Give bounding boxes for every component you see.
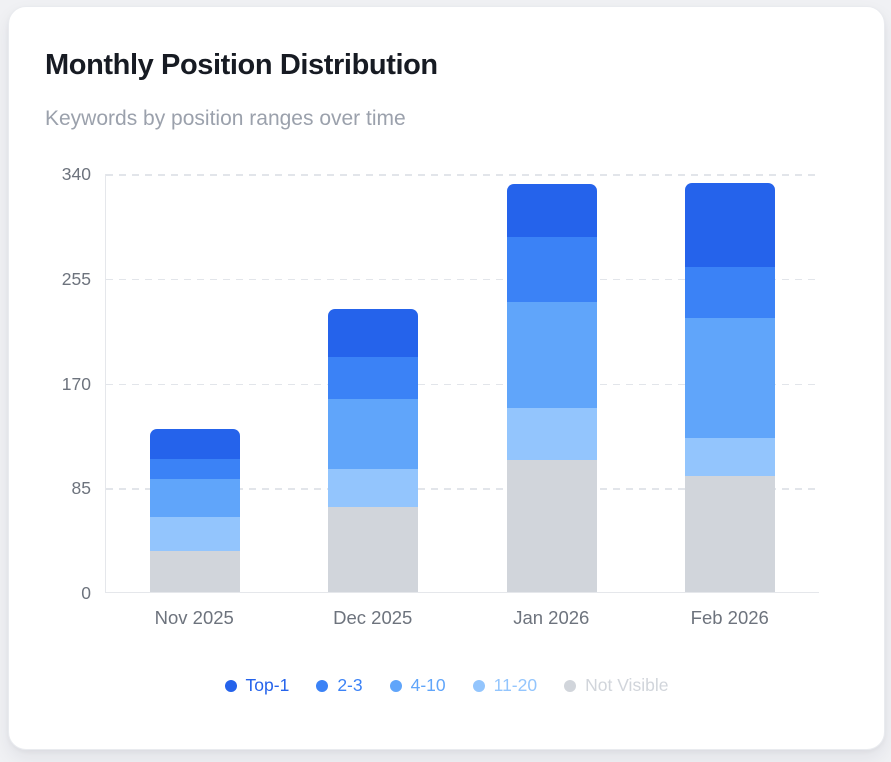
- legend-label: Top-1: [245, 675, 290, 695]
- bar-column: [106, 174, 284, 592]
- bar-segment-11-20[interactable]: [328, 468, 419, 507]
- bar-segment-11-20[interactable]: [684, 437, 775, 477]
- bar-segment-4-10[interactable]: [150, 478, 241, 517]
- bar-column: [463, 174, 641, 592]
- bar-segment-not-visible[interactable]: [150, 551, 241, 592]
- bar-segment-11-20[interactable]: [150, 516, 241, 552]
- y-tick-label: 0: [81, 583, 91, 603]
- x-tick-label: Jan 2026: [513, 607, 590, 628]
- page-subtitle: Keywords by position ranges over time: [45, 107, 406, 130]
- bar-segment-top-1[interactable]: [150, 429, 241, 459]
- page-title: Monthly Position Distribution: [45, 49, 438, 81]
- bar-segment-4-10[interactable]: [684, 318, 775, 438]
- legend-label: Not Visible: [585, 675, 669, 695]
- stacked-bar-dec-2025[interactable]: [328, 308, 419, 592]
- x-axis-labels: Nov 2025 Dec 2025 Jan 2026 Feb 2026: [105, 607, 819, 629]
- plot-area: [105, 174, 819, 593]
- bar-column: [284, 174, 462, 592]
- gridline: [106, 174, 819, 176]
- bars-row: [106, 174, 819, 592]
- stacked-bar-chart: 0 85 170 255 340 Nov 2025 Dec 2025 Jan 2026 Feb…: [9, 7, 884, 749]
- gridline: [106, 278, 819, 281]
- chart-card: Monthly Position Distribution Keywords b…: [8, 6, 885, 750]
- x-tick-label: Nov 2025: [154, 607, 234, 628]
- gridline: [106, 488, 819, 490]
- legend-item-not-visible[interactable]: Not Visible: [564, 675, 668, 696]
- legend-label: 2-3: [337, 675, 363, 695]
- legend-item-11-20[interactable]: 11-20: [472, 675, 538, 696]
- bar-segment-top-1[interactable]: [506, 184, 597, 238]
- bar-segment-2-3[interactable]: [684, 266, 775, 319]
- stacked-bar-jan-2026[interactable]: [506, 184, 597, 592]
- gridline: [106, 383, 819, 385]
- legend-item-2-3[interactable]: 2-3: [316, 675, 363, 696]
- legend-dot-icon: [316, 679, 329, 692]
- bar-segment-top-1[interactable]: [328, 308, 419, 357]
- x-tick-label: Dec 2025: [333, 607, 413, 628]
- x-tick-label: Feb 2026: [690, 607, 769, 628]
- bar-segment-not-visible[interactable]: [328, 506, 419, 592]
- legend-dot-icon: [389, 679, 402, 692]
- legend-item-4-10[interactable]: 4-10: [389, 675, 446, 696]
- legend-dot-icon: [224, 679, 237, 692]
- y-tick-label: 85: [71, 478, 91, 499]
- legend-label: 11-20: [493, 675, 538, 695]
- bar-segment-top-1[interactable]: [684, 182, 775, 267]
- legend-item-top-1[interactable]: Top-1: [224, 675, 290, 696]
- legend-dot-icon: [472, 679, 485, 692]
- bar-segment-4-10[interactable]: [506, 302, 597, 409]
- stacked-bar-feb-2026[interactable]: [684, 182, 775, 592]
- bar-segment-not-visible[interactable]: [506, 460, 597, 592]
- bar-column: [641, 174, 819, 592]
- bar-segment-2-3[interactable]: [506, 237, 597, 303]
- legend-dot-icon: [564, 679, 577, 692]
- y-tick-label: 340: [61, 164, 91, 184]
- bar-segment-not-visible[interactable]: [684, 476, 775, 592]
- y-tick-label: 255: [61, 268, 91, 289]
- bar-segment-11-20[interactable]: [506, 408, 597, 461]
- chart-legend: Top-1 2-3 4-10 11-20 Not Visible: [9, 675, 884, 696]
- bar-segment-2-3[interactable]: [328, 356, 419, 399]
- stacked-bar-nov-2025[interactable]: [150, 429, 241, 592]
- bar-segment-2-3[interactable]: [150, 458, 241, 479]
- bar-segment-4-10[interactable]: [328, 398, 419, 469]
- y-tick-label: 170: [61, 373, 91, 394]
- legend-label: 4-10: [410, 675, 446, 695]
